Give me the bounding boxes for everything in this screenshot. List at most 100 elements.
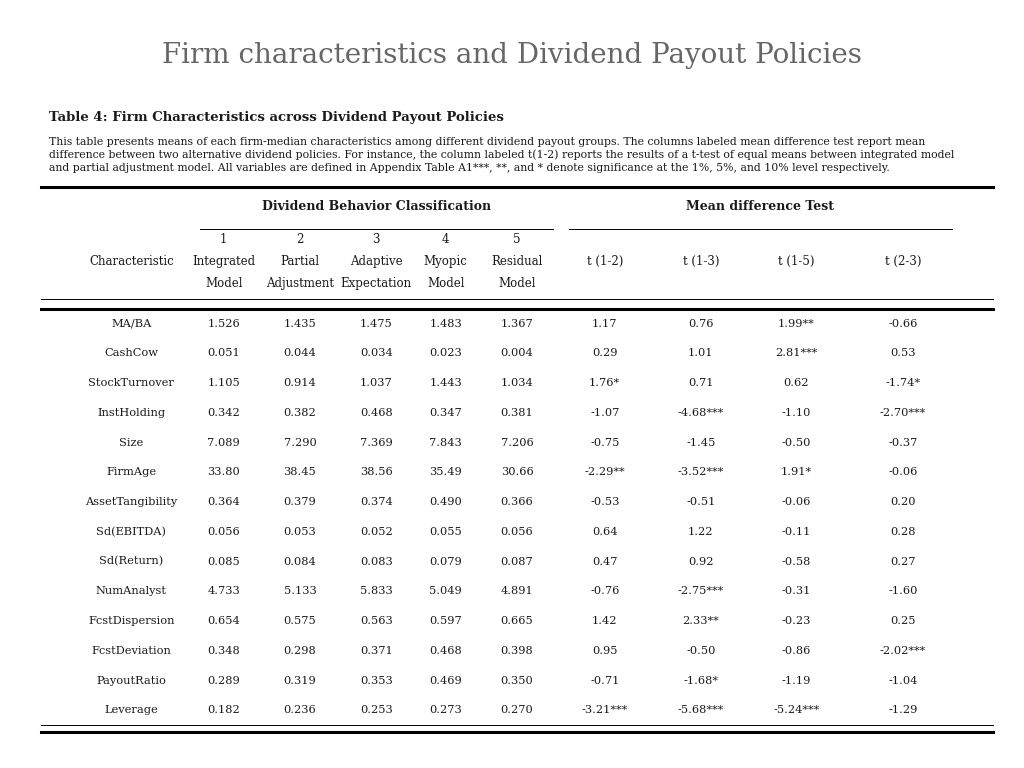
Text: Adaptive: Adaptive (350, 255, 402, 268)
Text: Sd(EBITDA): Sd(EBITDA) (96, 527, 167, 537)
Text: Adjustment: Adjustment (266, 277, 334, 290)
Text: -0.11: -0.11 (781, 527, 811, 537)
Text: FcstDeviation: FcstDeviation (91, 646, 171, 656)
Text: -1.04: -1.04 (888, 676, 918, 686)
Text: 7.089: 7.089 (208, 438, 241, 448)
Text: 0.575: 0.575 (284, 616, 316, 626)
Text: -2.70***: -2.70*** (880, 408, 926, 418)
Text: 0.289: 0.289 (208, 676, 241, 686)
Text: difference between two alternative dividend policies. For instance, the column l: difference between two alternative divid… (49, 150, 954, 161)
Text: 1.99**: 1.99** (778, 319, 814, 329)
Text: 0.347: 0.347 (429, 408, 462, 418)
Text: 0.348: 0.348 (208, 646, 241, 656)
Text: CashCow: CashCow (104, 349, 159, 359)
Text: 5.833: 5.833 (359, 586, 392, 596)
Text: 0.381: 0.381 (501, 408, 534, 418)
Text: 0.273: 0.273 (429, 705, 462, 715)
Text: PayoutRatio: PayoutRatio (96, 676, 166, 686)
Text: 0.29: 0.29 (592, 349, 617, 359)
Text: FcstDispersion: FcstDispersion (88, 616, 175, 626)
Text: 0.364: 0.364 (208, 497, 241, 507)
Text: 0.76: 0.76 (688, 319, 714, 329)
Text: 1.034: 1.034 (501, 378, 534, 388)
Text: -4.68***: -4.68*** (678, 408, 724, 418)
Text: 0.236: 0.236 (284, 705, 316, 715)
Text: 0.004: 0.004 (501, 349, 534, 359)
Text: 0.914: 0.914 (284, 378, 316, 388)
Text: 0.469: 0.469 (429, 676, 462, 686)
Text: Integrated: Integrated (193, 255, 255, 268)
Text: 4.733: 4.733 (208, 586, 241, 596)
Text: -1.07: -1.07 (590, 408, 620, 418)
Text: -0.53: -0.53 (590, 497, 620, 507)
Text: 0.079: 0.079 (429, 557, 462, 567)
Text: Characteristic: Characteristic (89, 255, 174, 268)
Text: 1.01: 1.01 (688, 349, 714, 359)
Text: 1.475: 1.475 (359, 319, 392, 329)
Text: -2.75***: -2.75*** (678, 586, 724, 596)
Text: 1.483: 1.483 (429, 319, 462, 329)
Text: 0.366: 0.366 (501, 497, 534, 507)
Text: 7.290: 7.290 (284, 438, 316, 448)
Text: NumAnalyst: NumAnalyst (96, 586, 167, 596)
Text: 0.71: 0.71 (688, 378, 714, 388)
Text: 0.353: 0.353 (359, 676, 392, 686)
Text: -1.29: -1.29 (888, 705, 918, 715)
Text: -5.24***: -5.24*** (773, 705, 819, 715)
Text: 0.051: 0.051 (208, 349, 241, 359)
Text: 30.66: 30.66 (501, 467, 534, 478)
Text: -0.50: -0.50 (781, 438, 811, 448)
Text: and partial adjustment model. All variables are defined in Appendix Table A1***,: and partial adjustment model. All variab… (49, 163, 890, 173)
Text: 0.371: 0.371 (359, 646, 392, 656)
Text: Leverage: Leverage (104, 705, 159, 715)
Text: 1.037: 1.037 (359, 378, 392, 388)
Text: 0.319: 0.319 (284, 676, 316, 686)
Text: 1.91*: 1.91* (780, 467, 812, 478)
Text: 0.083: 0.083 (359, 557, 392, 567)
Text: 0.374: 0.374 (359, 497, 392, 507)
Text: 3: 3 (373, 233, 380, 246)
Text: Table 4: Firm Characteristics across Dividend Payout Policies: Table 4: Firm Characteristics across Div… (49, 111, 504, 124)
Text: 1.17: 1.17 (592, 319, 617, 329)
Text: 0.084: 0.084 (284, 557, 316, 567)
Text: -0.51: -0.51 (686, 497, 716, 507)
Text: 0.056: 0.056 (501, 527, 534, 537)
Text: -1.10: -1.10 (781, 408, 811, 418)
Text: -2.29**: -2.29** (585, 467, 625, 478)
Text: t (2-3): t (2-3) (885, 255, 921, 268)
Text: -1.74*: -1.74* (886, 378, 921, 388)
Text: 1.105: 1.105 (208, 378, 241, 388)
Text: 0.95: 0.95 (592, 646, 617, 656)
Text: 0.382: 0.382 (284, 408, 316, 418)
Text: 1.526: 1.526 (208, 319, 241, 329)
Text: 0.342: 0.342 (208, 408, 241, 418)
Text: 1.22: 1.22 (688, 527, 714, 537)
Text: 0.92: 0.92 (688, 557, 714, 567)
Text: 0.253: 0.253 (359, 705, 392, 715)
Text: 0.055: 0.055 (429, 527, 462, 537)
Text: 0.398: 0.398 (501, 646, 534, 656)
Text: 38.56: 38.56 (359, 467, 392, 478)
Text: 2.33**: 2.33** (683, 616, 719, 626)
Text: 7.206: 7.206 (501, 438, 534, 448)
Text: Mean difference Test: Mean difference Test (686, 200, 835, 213)
Text: 0.490: 0.490 (429, 497, 462, 507)
Text: 0.053: 0.053 (284, 527, 316, 537)
Text: -0.06: -0.06 (888, 467, 918, 478)
Text: -1.68*: -1.68* (683, 676, 719, 686)
Text: 0.563: 0.563 (359, 616, 392, 626)
Text: 0.087: 0.087 (501, 557, 534, 567)
Text: 0.27: 0.27 (890, 557, 915, 567)
Text: 0.023: 0.023 (429, 349, 462, 359)
Text: 0.654: 0.654 (208, 616, 241, 626)
Text: -0.50: -0.50 (686, 646, 716, 656)
Text: 1.76*: 1.76* (589, 378, 621, 388)
Text: t (1-5): t (1-5) (778, 255, 814, 268)
Text: Partial: Partial (281, 255, 319, 268)
Text: -1.45: -1.45 (686, 438, 716, 448)
Text: 0.53: 0.53 (890, 349, 915, 359)
Text: Sd(Return): Sd(Return) (99, 556, 164, 567)
Text: -0.06: -0.06 (781, 497, 811, 507)
Text: MA/BA: MA/BA (112, 319, 152, 329)
Text: Model: Model (427, 277, 465, 290)
